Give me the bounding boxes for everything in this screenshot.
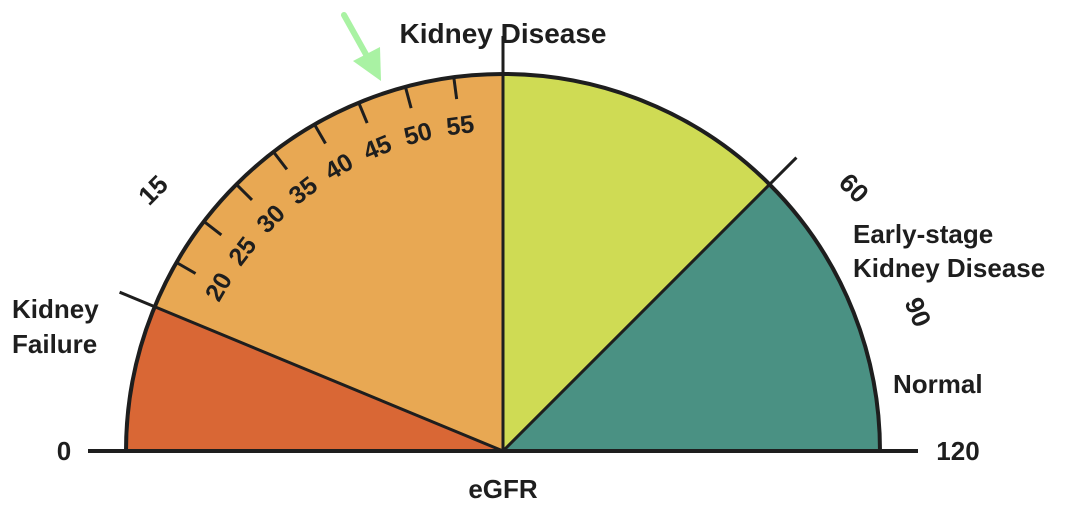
zone-divider-15 — [119, 290, 504, 453]
scale-tick-label-55: 55 — [445, 110, 476, 141]
arrow-down-right-icon — [341, 12, 381, 81]
scale-tick-55 — [452, 77, 459, 100]
scale-tick-35 — [272, 150, 289, 171]
scale-tick-45 — [357, 102, 369, 124]
boundary-label-90: 90 — [899, 293, 938, 331]
scale-tick-50 — [403, 86, 413, 109]
end-label-left: 0 — [57, 436, 71, 466]
gauge-outline — [124, 72, 882, 452]
scale-tick-25 — [202, 220, 223, 237]
scale-tick-40 — [313, 123, 327, 145]
zone-label-normal: Normal — [893, 369, 983, 399]
zone-sector-kidney-failure — [126, 306, 503, 451]
zone-label-kidney-failure: Kidney Failure — [12, 294, 106, 359]
boundary-label-15: 15 — [132, 169, 174, 211]
zone-label-line: Kidney Disease — [853, 253, 1045, 283]
zone-label-line: Kidney — [12, 294, 99, 324]
boundary-label-60: 60 — [833, 167, 875, 209]
zone-label-early-stage: Early-stage Kidney Disease — [853, 219, 1045, 283]
gauge-title: Kidney Disease — [400, 18, 607, 49]
gauge-dividers — [119, 36, 798, 453]
zone-label-line: Failure — [12, 329, 97, 359]
gauge-sectors — [126, 73, 880, 451]
scale-tick-30 — [235, 183, 254, 202]
zone-sector-early-stage — [503, 74, 770, 451]
zone-divider-90 — [501, 156, 798, 453]
zone-label-line: Early-stage — [853, 219, 993, 249]
axis-label-egfr: eGFR — [468, 474, 538, 504]
zone-sector-normal — [503, 184, 880, 451]
end-label-right: 120 — [936, 436, 979, 466]
zone-sector-kidney-disease — [154, 73, 503, 451]
scale-ticks — [175, 77, 459, 275]
scale-tick-20 — [175, 261, 197, 275]
